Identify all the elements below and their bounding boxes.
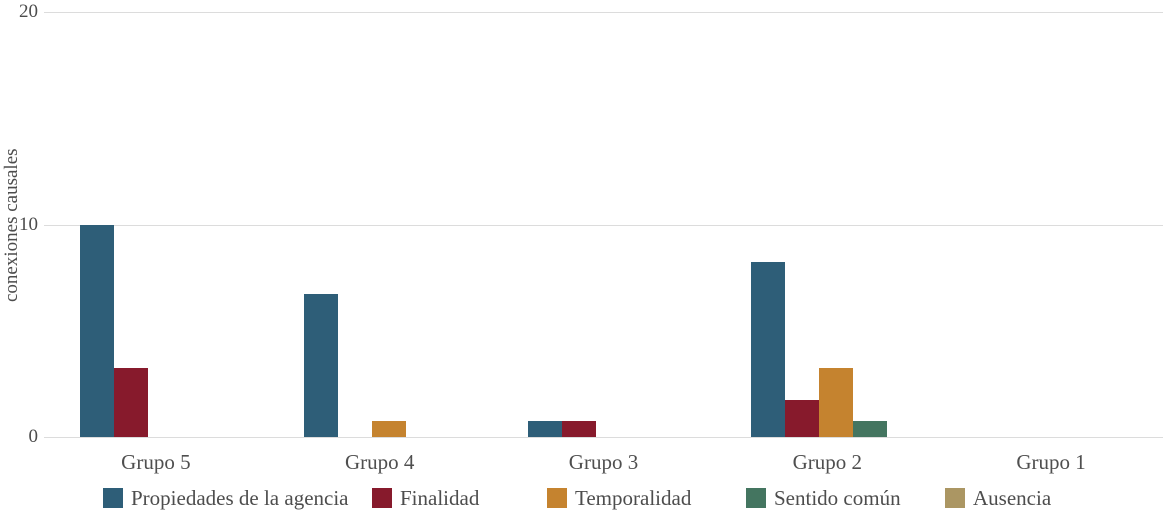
- legend-label: Sentido común: [774, 486, 901, 510]
- legend-swatch-icon: [103, 488, 123, 508]
- x-axis-label: Grupo 5: [121, 450, 191, 474]
- bar-temporalidad: [819, 367, 854, 437]
- legend-item-finalidad: Finalidad: [372, 487, 479, 509]
- legend-label: Finalidad: [400, 486, 480, 510]
- gridline-y-20: [44, 12, 1163, 13]
- x-axis-label: Grupo 4: [344, 450, 415, 474]
- legend-swatch-icon: [372, 488, 392, 508]
- bar-finalidad: [113, 367, 148, 437]
- x-axis-label: Grupo 1: [1016, 450, 1086, 474]
- bar-cluster-grupo-4: [303, 293, 474, 437]
- bar-finalidad: [785, 399, 820, 437]
- legend-label: Temporalidad: [575, 486, 692, 510]
- bar-propiedades-de-la-agencia: [527, 421, 562, 437]
- y-tick-label: 0: [28, 426, 39, 447]
- legend-swatch-icon: [945, 488, 965, 508]
- y-tick-label: 20: [19, 1, 38, 22]
- gridline-y-10: [44, 224, 1163, 226]
- bar-propiedades-de-la-agencia: [79, 224, 114, 437]
- x-axis-label: Grupo 3: [568, 450, 639, 474]
- bar-propiedades-de-la-agencia: [303, 293, 338, 437]
- bar-propiedades-de-la-agencia: [751, 261, 786, 437]
- bar-temporalidad: [371, 421, 406, 437]
- y-tick-label: 10: [19, 213, 38, 235]
- legend-item-ausencia: Ausencia: [945, 487, 1051, 509]
- legend-label: Ausencia: [973, 486, 1052, 510]
- legend-swatch-icon: [547, 488, 567, 508]
- bar-cluster-grupo-3: [527, 421, 698, 437]
- legend-item-propiedades-de-la-agencia: Propiedades de la agencia: [103, 487, 349, 509]
- gridline-y-0: [44, 437, 1163, 438]
- legend-label: Propiedades de la agencia: [131, 486, 349, 510]
- legend-item-sentido-común: Sentido común: [746, 487, 901, 509]
- legend-swatch-icon: [746, 488, 766, 508]
- x-axis-label: Grupo 2: [792, 450, 862, 474]
- bar-finalidad: [561, 421, 596, 437]
- bar-cluster-grupo-5: [79, 224, 250, 437]
- bar-sentido-común: [853, 421, 888, 437]
- legend-item-temporalidad: Temporalidad: [547, 487, 691, 509]
- bar-cluster-grupo-2: [751, 261, 921, 437]
